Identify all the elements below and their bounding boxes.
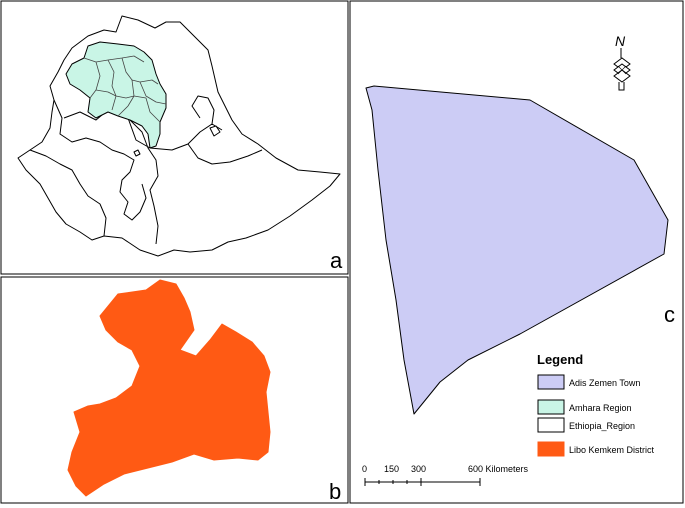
scale-bar: 0 150 300 600 Kilometers bbox=[362, 464, 529, 486]
legend-label-district: Libo Kemkem District bbox=[569, 445, 655, 455]
north-arrow-icon bbox=[613, 48, 631, 91]
legend-label-town: Adis Zemen Town bbox=[569, 378, 640, 388]
north-arrow: N bbox=[613, 33, 631, 91]
north-letter: N bbox=[615, 33, 626, 49]
ethiopia-map bbox=[17, 15, 341, 257]
legend-swatch-ethiopia bbox=[537, 417, 565, 433]
legend-swatch-amhara bbox=[537, 399, 565, 415]
enclave-east bbox=[209, 125, 221, 137]
legend: Legend Adis Zemen Town Amhara Region Eth… bbox=[537, 352, 655, 457]
legend-title: Legend bbox=[537, 352, 583, 367]
panel-c-label: c bbox=[664, 302, 675, 327]
libo-kemkem-district bbox=[67, 279, 271, 497]
scale-tick-150: 150 bbox=[384, 464, 399, 474]
scale-tick-300: 300 bbox=[411, 464, 426, 474]
scale-bar-graphic bbox=[364, 478, 481, 486]
scale-tick-0: 0 bbox=[362, 464, 367, 474]
panel-a-label: a bbox=[330, 248, 343, 273]
adis-zemen-town bbox=[365, 85, 669, 415]
legend-swatch-district bbox=[537, 441, 565, 457]
scale-tick-600: 600 Kilometers bbox=[468, 464, 529, 474]
panel-b-label: b bbox=[329, 479, 341, 504]
legend-label-ethiopia: Ethiopia_Region bbox=[569, 421, 635, 431]
legend-swatch-town bbox=[537, 374, 565, 390]
amhara-zone-lines bbox=[83, 55, 167, 123]
legend-label-amhara: Amhara Region bbox=[569, 403, 632, 413]
lake-small bbox=[133, 149, 141, 157]
